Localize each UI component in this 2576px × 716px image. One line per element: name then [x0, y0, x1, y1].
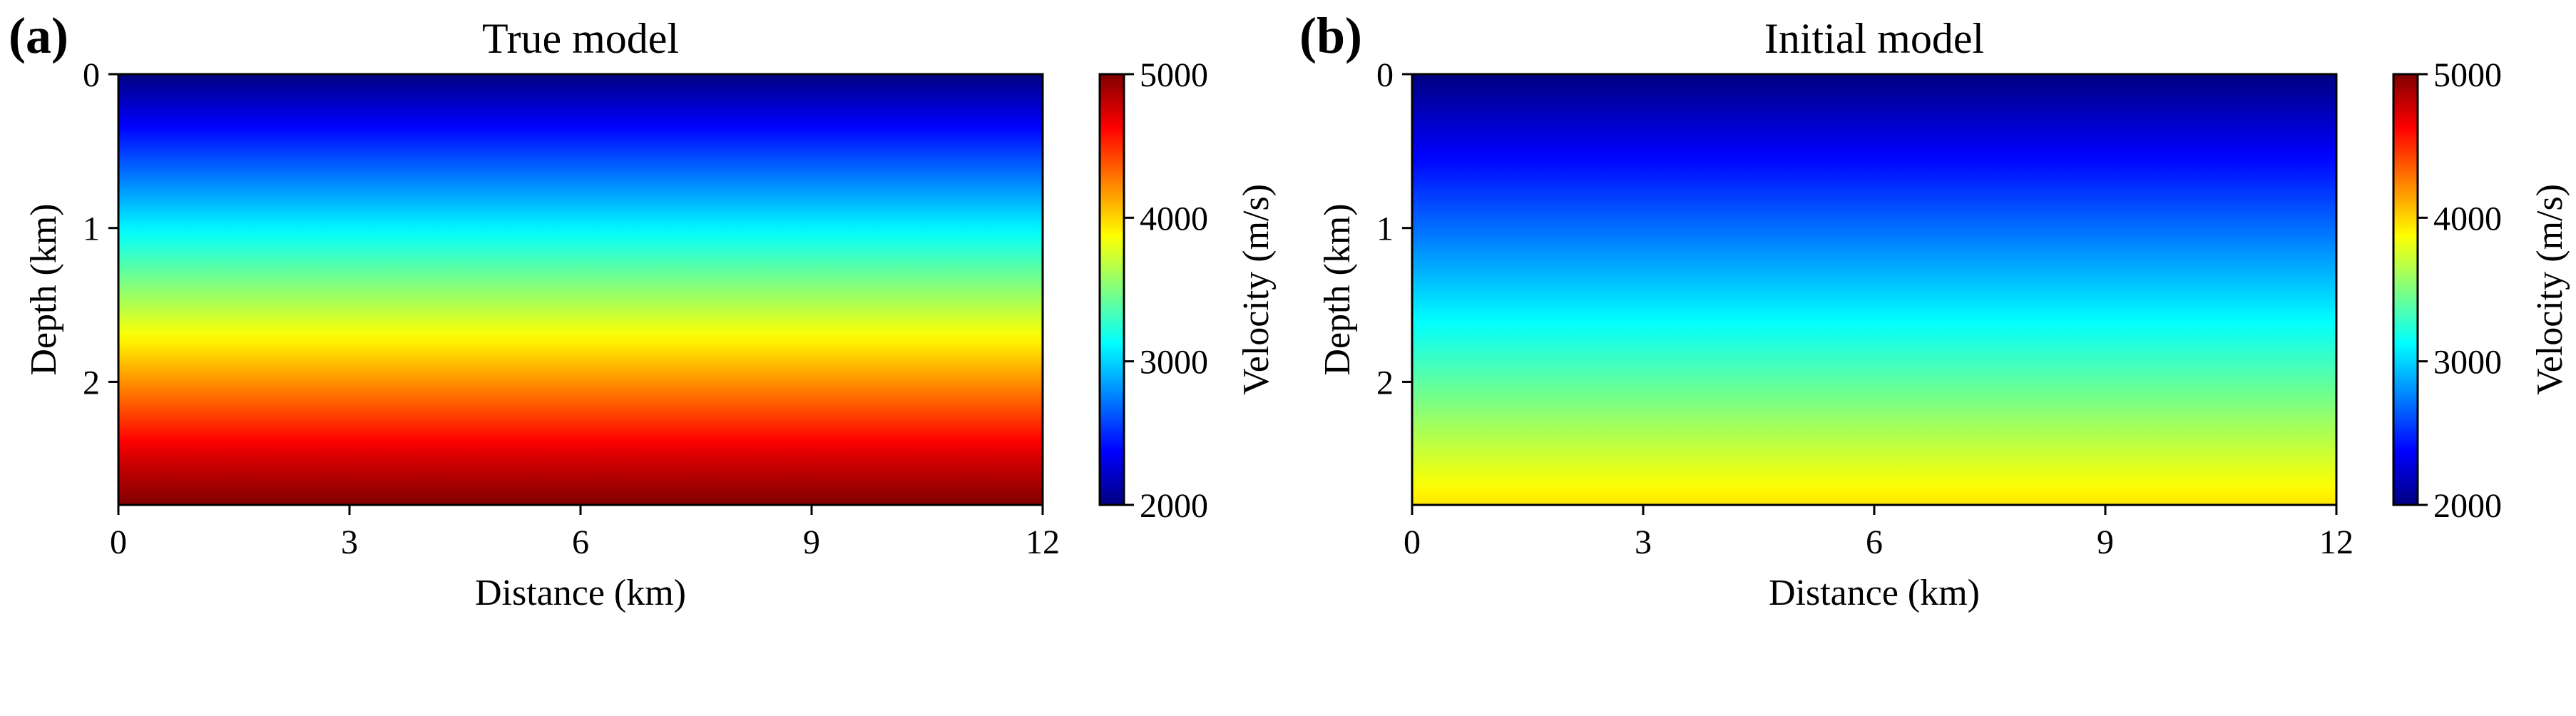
x-tick-label: 12 [1026, 523, 1060, 561]
chart-title-b: Initial model [1764, 15, 1984, 62]
colorbar-tick-label: 2000 [1140, 487, 1208, 525]
chart-title-a: True model [482, 15, 679, 62]
colorbar-tick-label: 5000 [1140, 56, 1208, 94]
x-axis-label-b: Distance (km) [1769, 573, 1980, 613]
y-tick-label: 1 [1376, 210, 1394, 248]
colorbar-tick-label: 4000 [1140, 200, 1208, 237]
y-axis-label-b: Depth (km) [1317, 203, 1358, 375]
x-tick-label: 0 [110, 523, 127, 561]
x-tick-label: 9 [2097, 523, 2114, 561]
velocity-field-b [1411, 73, 2338, 506]
colorbar-ticks-a: 2000 3000 4000 5000 [1124, 56, 1208, 525]
colorbar-tick-label: 3000 [1140, 344, 1208, 382]
colorbar-ticks-b: 2000 3000 4000 5000 [2418, 56, 2502, 525]
x-tick-label: 3 [341, 523, 358, 561]
x-axis-b: 0 3 6 9 12 [1404, 505, 2353, 561]
colorbar-tick-label: 4000 [2433, 200, 2502, 237]
velocity-field-a [117, 73, 1044, 506]
x-tick-label: 6 [572, 523, 589, 561]
colorbar-tick-label: 2000 [2433, 487, 2502, 525]
x-tick-label: 0 [1404, 523, 1421, 561]
y-axis-b: 0 1 2 [1376, 56, 1412, 402]
y-tick-label: 0 [1376, 56, 1394, 94]
x-axis-a: 0 3 6 9 12 [110, 505, 1060, 561]
colorbar-tick-label: 5000 [2433, 56, 2502, 94]
y-tick-label: 2 [1376, 364, 1394, 402]
panel-label-b: (b) [1299, 7, 1362, 64]
y-tick-label: 2 [83, 364, 100, 402]
colorbar-label-a: Velocity (m/s) [1236, 184, 1277, 395]
x-tick-label: 6 [1866, 523, 1883, 561]
y-tick-label: 0 [83, 56, 100, 94]
y-axis-label-a: Depth (km) [24, 203, 64, 375]
colorbar-tick-label: 3000 [2433, 344, 2502, 382]
colorbar-a [1098, 73, 1125, 506]
y-axis-a: 0 1 2 [83, 56, 118, 402]
x-tick-label: 3 [1635, 523, 1652, 561]
x-tick-label: 9 [803, 523, 820, 561]
y-tick-label: 1 [83, 210, 100, 248]
x-tick-label: 12 [2319, 523, 2353, 561]
x-axis-label-a: Distance (km) [475, 573, 686, 613]
panel-label-a: (a) [9, 7, 68, 64]
colorbar-b [2392, 73, 2419, 506]
colorbar-label-b: Velocity (m/s) [2530, 184, 2570, 395]
panel-a: (a) True model 0 3 6 9 12 012 Distance (km) … [9, 7, 1277, 613]
panel-b: (b) Initial model 0 3 6 9 12 012 Distance (k… [1299, 7, 2570, 613]
